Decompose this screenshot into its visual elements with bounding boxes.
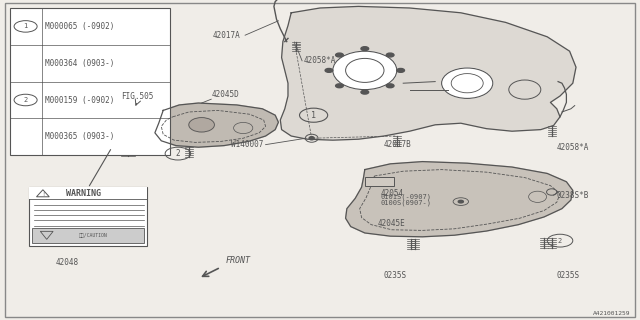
Text: 1: 1 xyxy=(311,111,316,120)
Text: 2: 2 xyxy=(175,149,180,158)
Circle shape xyxy=(387,84,394,88)
Ellipse shape xyxy=(189,118,214,132)
Circle shape xyxy=(361,90,369,94)
Circle shape xyxy=(325,68,333,72)
Text: 2: 2 xyxy=(558,238,562,244)
Circle shape xyxy=(397,68,404,72)
Text: WARNING: WARNING xyxy=(66,189,100,198)
Ellipse shape xyxy=(442,68,493,99)
Circle shape xyxy=(335,53,343,57)
Bar xyxy=(365,177,394,186)
Bar xyxy=(29,187,147,199)
Text: 42058*A: 42058*A xyxy=(557,143,589,152)
Text: 42058*A: 42058*A xyxy=(304,56,337,65)
Text: 0100S(0907-): 0100S(0907-) xyxy=(381,200,432,206)
Circle shape xyxy=(458,200,463,203)
Text: !: ! xyxy=(42,192,44,197)
Text: 注意/CAUTION: 注意/CAUTION xyxy=(79,233,107,238)
Text: 0235S: 0235S xyxy=(384,271,407,280)
Ellipse shape xyxy=(333,51,397,90)
Text: 42048: 42048 xyxy=(56,258,79,267)
Text: 0238S*B: 0238S*B xyxy=(557,191,589,200)
Text: 0101S(-0907): 0101S(-0907) xyxy=(381,194,432,200)
Text: M000365 (0903-): M000365 (0903-) xyxy=(45,132,114,141)
Text: 42017B: 42017B xyxy=(384,140,412,149)
Polygon shape xyxy=(346,162,573,237)
Text: 42054: 42054 xyxy=(381,189,404,198)
Bar xyxy=(29,187,147,246)
Text: 42045D: 42045D xyxy=(211,90,239,99)
Text: 0235S: 0235S xyxy=(557,271,580,280)
Circle shape xyxy=(335,84,343,88)
Circle shape xyxy=(387,53,394,57)
Circle shape xyxy=(361,47,369,51)
Text: A421001259: A421001259 xyxy=(593,311,630,316)
Polygon shape xyxy=(280,6,576,140)
Bar xyxy=(10,8,170,155)
Polygon shape xyxy=(61,106,202,146)
Text: 42045E: 42045E xyxy=(378,220,405,228)
Text: M000065 (-0902): M000065 (-0902) xyxy=(45,22,114,31)
Text: M000364 (0903-): M000364 (0903-) xyxy=(45,59,114,68)
Text: 1: 1 xyxy=(24,23,28,29)
Text: M000159 (-0902): M000159 (-0902) xyxy=(45,95,114,105)
Text: FIG.505: FIG.505 xyxy=(122,92,154,101)
Text: 2: 2 xyxy=(24,97,28,103)
Ellipse shape xyxy=(309,137,314,140)
Text: FRONT: FRONT xyxy=(226,256,251,265)
Text: 42017A: 42017A xyxy=(212,31,240,40)
Text: W140007: W140007 xyxy=(231,140,264,149)
Bar xyxy=(32,228,144,243)
Polygon shape xyxy=(155,103,278,147)
Ellipse shape xyxy=(346,59,384,83)
